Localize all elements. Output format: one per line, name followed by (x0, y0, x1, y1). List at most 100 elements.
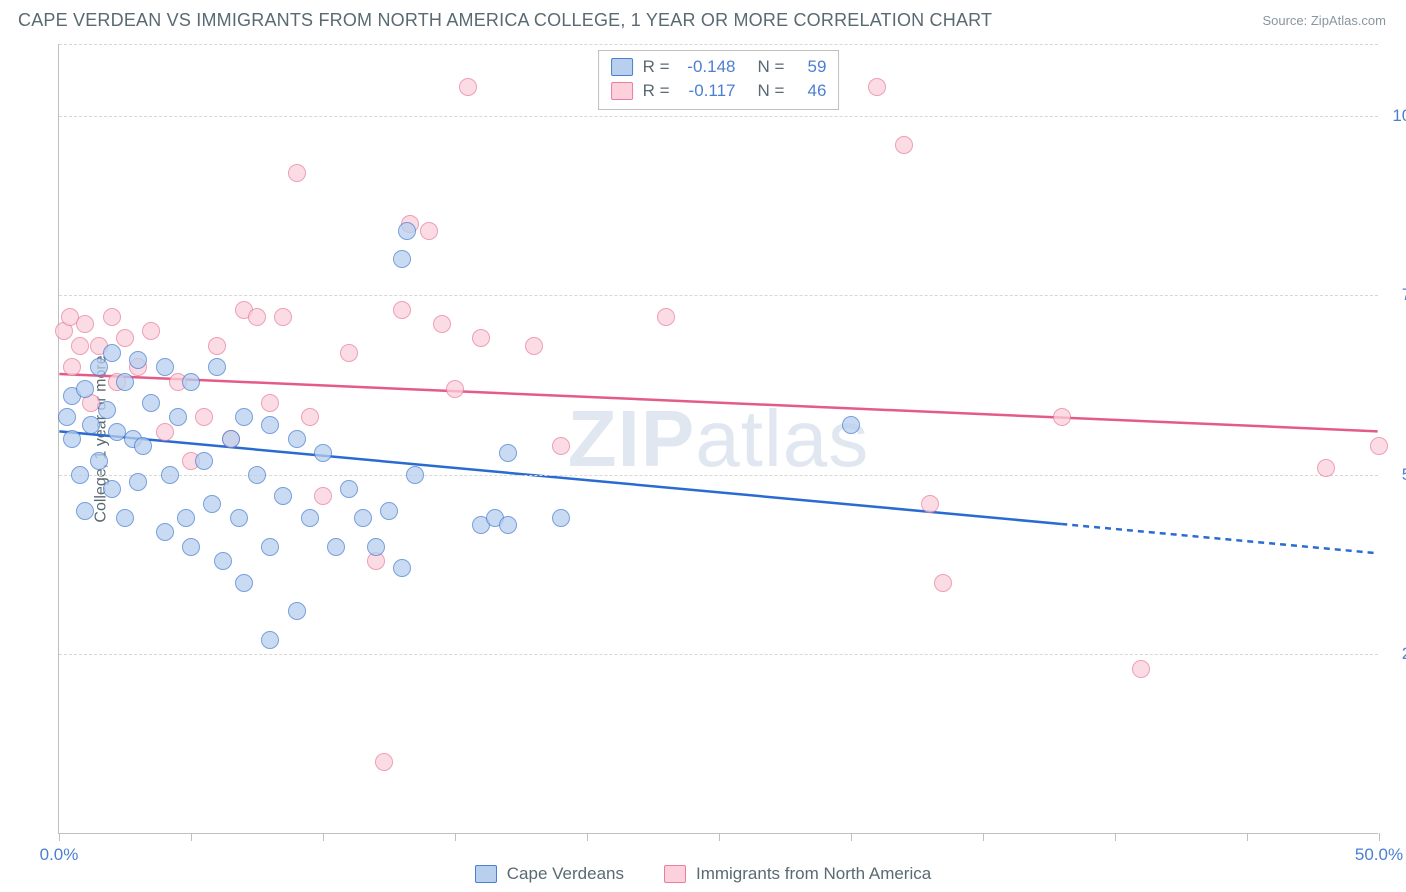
data-point (499, 444, 517, 462)
data-point (182, 538, 200, 556)
data-point (82, 416, 100, 434)
data-point (195, 408, 213, 426)
series2-n-value: 46 (794, 79, 826, 103)
data-point (288, 602, 306, 620)
data-point (1132, 660, 1150, 678)
data-point (71, 466, 89, 484)
gridline (59, 654, 1378, 655)
data-point (182, 373, 200, 391)
data-point (261, 631, 279, 649)
data-point (393, 250, 411, 268)
data-point (116, 329, 134, 347)
data-point (58, 408, 76, 426)
data-point (472, 329, 490, 347)
data-point (142, 394, 160, 412)
gridline (59, 116, 1378, 117)
data-point (261, 538, 279, 556)
data-point (177, 509, 195, 527)
data-point (393, 559, 411, 577)
series1-n-value: 59 (794, 55, 826, 79)
trend-lines (59, 44, 1378, 833)
x-tick (1379, 833, 1380, 841)
data-point (169, 408, 187, 426)
data-point (380, 502, 398, 520)
data-point (934, 574, 952, 592)
series1-swatch (611, 58, 633, 76)
data-point (129, 473, 147, 491)
watermark: ZIPatlas (568, 393, 869, 485)
data-point (261, 394, 279, 412)
data-point (288, 430, 306, 448)
data-point (433, 315, 451, 333)
top-gridline (59, 44, 1378, 45)
x-tick (851, 833, 852, 841)
data-point (301, 509, 319, 527)
data-point (156, 523, 174, 541)
data-point (420, 222, 438, 240)
data-point (214, 552, 232, 570)
legend-item-2: Immigrants from North America (664, 864, 931, 884)
legend-item-1: Cape Verdeans (475, 864, 624, 884)
series2-legend-label: Immigrants from North America (696, 864, 931, 884)
data-point (274, 487, 292, 505)
data-point (354, 509, 372, 527)
x-tick (59, 833, 60, 841)
bottom-legend: Cape Verdeans Immigrants from North Amer… (0, 856, 1406, 892)
data-point (90, 358, 108, 376)
data-point (1317, 459, 1335, 477)
series2-legend-swatch (664, 865, 686, 883)
data-point (367, 538, 385, 556)
source-link[interactable]: ZipAtlas.com (1311, 13, 1386, 28)
data-point (261, 416, 279, 434)
data-point (1053, 408, 1071, 426)
data-point (552, 437, 570, 455)
data-point (406, 466, 424, 484)
data-point (340, 480, 358, 498)
stats-legend-box: R = -0.148 N = 59 R = -0.117 N = 46 (598, 50, 840, 110)
data-point (446, 380, 464, 398)
data-point (459, 78, 477, 96)
chart-header: CAPE VERDEAN VS IMMIGRANTS FROM NORTH AM… (0, 0, 1406, 37)
x-tick (191, 833, 192, 841)
y-tick-label: 50.0% (1386, 465, 1406, 485)
data-point (103, 480, 121, 498)
data-point (235, 408, 253, 426)
data-point (129, 351, 147, 369)
data-point (103, 308, 121, 326)
data-point (230, 509, 248, 527)
data-point (499, 516, 517, 534)
data-point (156, 423, 174, 441)
data-point (195, 452, 213, 470)
data-point (248, 308, 266, 326)
x-tick (587, 833, 588, 841)
x-tick (983, 833, 984, 841)
x-tick (1247, 833, 1248, 841)
series2-swatch (611, 82, 633, 100)
x-tick (719, 833, 720, 841)
stats-row-2: R = -0.117 N = 46 (611, 79, 827, 103)
data-point (76, 315, 94, 333)
stats-row-1: R = -0.148 N = 59 (611, 55, 827, 79)
data-point (116, 509, 134, 527)
y-tick-label: 75.0% (1386, 285, 1406, 305)
data-point (525, 337, 543, 355)
data-point (222, 430, 240, 448)
data-point (142, 322, 160, 340)
source-label: Source: ZipAtlas.com (1262, 13, 1386, 28)
data-point (208, 358, 226, 376)
chart-title: CAPE VERDEAN VS IMMIGRANTS FROM NORTH AM… (18, 10, 992, 31)
data-point (314, 444, 332, 462)
data-point (895, 136, 913, 154)
data-point (842, 416, 860, 434)
data-point (274, 308, 292, 326)
data-point (134, 437, 152, 455)
data-point (63, 358, 81, 376)
y-tick-label: 100.0% (1386, 106, 1406, 126)
data-point (340, 344, 358, 362)
chart-area: College, 1 year or more ZIPatlas R = -0.… (48, 44, 1388, 834)
data-point (327, 538, 345, 556)
data-point (103, 344, 121, 362)
data-point (235, 574, 253, 592)
data-point (71, 337, 89, 355)
data-point (156, 358, 174, 376)
